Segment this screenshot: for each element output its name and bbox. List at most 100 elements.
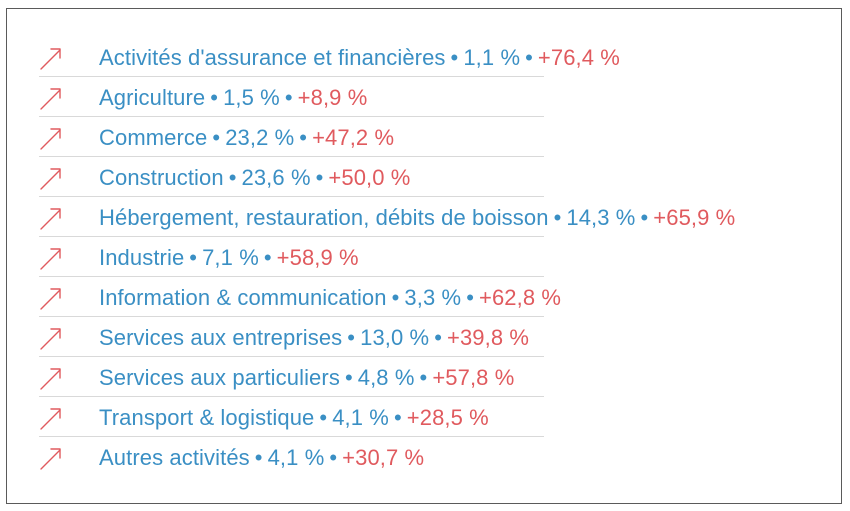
sector-growth: +8,9 % [297, 85, 368, 110]
list-item: Information & communication • 3,3 % • +62,8 … [33, 278, 850, 318]
list-item: Commerce • 23,2 % • +47,2 % [33, 118, 850, 158]
sector-entry: Autres activités • 4,1 % • +30,7 % [99, 445, 424, 471]
sector-name: Autres activités [99, 445, 250, 470]
trend-up-arrow-icon [39, 445, 63, 471]
sector-growth: +50,0 % [328, 165, 411, 190]
trend-up-arrow-icon [39, 85, 63, 111]
trend-up-arrow-icon [39, 325, 63, 351]
sector-name: Information & communication [99, 285, 387, 310]
trend-up-arrow-icon [39, 365, 63, 391]
sector-share: 4,1 % [267, 445, 325, 470]
sector-share: 3,3 % [404, 285, 462, 310]
separator: • [553, 205, 562, 230]
list-item: Services aux entreprises • 13,0 % • +39,8 % [33, 318, 850, 358]
separator: • [347, 325, 356, 350]
separator: • [299, 125, 308, 150]
sector-share: 4,1 % [332, 405, 389, 430]
sector-share: 13,0 % [360, 325, 430, 350]
trend-up-arrow-icon [39, 405, 63, 431]
separator: • [525, 45, 533, 70]
sector-list: Activités d'assurance et financières • 1,1… [33, 38, 850, 478]
divider [39, 436, 544, 437]
separator: • [315, 165, 324, 190]
separator: • [344, 365, 353, 390]
separator: • [319, 405, 328, 430]
sector-share: 23,2 % [225, 125, 295, 150]
sector-share: 14,3 % [566, 205, 636, 230]
sector-share: 1,5 % [223, 85, 280, 110]
sector-growth: +62,8 % [479, 285, 562, 310]
sector-entry: Agriculture • 1,5 % • +8,9 % [99, 85, 367, 111]
list-item: Activités d'assurance et financières • 1,1… [33, 38, 850, 78]
separator: • [419, 365, 428, 390]
list-item: Hébergement, restauration, débits de boi… [33, 198, 850, 238]
sector-name: Industrie [99, 245, 185, 270]
sector-share: 7,1 % [202, 245, 259, 270]
separator: • [434, 325, 443, 350]
divider [39, 196, 544, 197]
list-item: Services aux particuliers • 4,8 % • +57,8 % [33, 358, 850, 398]
trend-up-arrow-icon [39, 205, 63, 231]
sector-name: Construction [99, 165, 224, 190]
separator: • [189, 245, 198, 270]
sector-growth: +30,7 % [342, 445, 425, 470]
sector-growth: +57,8 % [432, 365, 515, 390]
sector-entry: Industrie • 7,1 % • +58,9 % [99, 245, 359, 271]
divider [39, 156, 544, 157]
separator: • [263, 245, 272, 270]
sector-entry: Hébergement, restauration, débits de boi… [99, 205, 735, 231]
sector-name: Transport & logistique [99, 405, 315, 430]
separator: • [640, 205, 649, 230]
sector-growth: +39,8 % [447, 325, 530, 350]
separator: • [210, 85, 219, 110]
separator: • [393, 405, 402, 430]
separator: • [466, 285, 474, 310]
sector-growth: +47,2 % [312, 125, 395, 150]
sector-entry: Transport & logistique • 4,1 % • +28,5 % [99, 405, 489, 431]
sector-entry: Information & communication • 3,3 % • +62,8 … [99, 285, 561, 311]
list-item: Agriculture • 1,5 % • +8,9 % [33, 78, 850, 118]
separator: • [391, 285, 400, 310]
list-item: Transport & logistique • 4,1 % • +28,5 % [33, 398, 850, 438]
divider [39, 356, 544, 357]
sector-entry: Construction • 23,6 % • +50,0 % [99, 165, 410, 191]
sector-growth: +28,5 % [406, 405, 489, 430]
trend-up-arrow-icon [39, 285, 63, 311]
sector-name: Services aux entreprises [99, 325, 343, 350]
sector-entry: Services aux particuliers • 4,8 % • +57,8 % [99, 365, 514, 391]
sector-growth: +58,9 % [276, 245, 359, 270]
trend-up-arrow-icon [39, 125, 63, 151]
separator: • [212, 125, 221, 150]
separator: • [254, 445, 263, 470]
separator: • [228, 165, 237, 190]
trend-up-arrow-icon [39, 45, 63, 71]
divider [39, 116, 544, 117]
divider [39, 396, 544, 397]
sector-name: Services aux particuliers [99, 365, 340, 390]
separator: • [284, 85, 293, 110]
separator: • [329, 445, 338, 470]
list-item: Construction • 23,6 % • +50,0 % [33, 158, 850, 198]
sector-share: 4,8 % [357, 365, 415, 390]
sector-name: Agriculture [99, 85, 206, 110]
list-item: Autres activités • 4,1 % • +30,7 % [33, 438, 850, 478]
sector-name: Hébergement, restauration, débits de boi… [99, 205, 549, 230]
sector-growth: +76,4 % [537, 45, 620, 70]
sector-growth: +65,9 % [653, 205, 736, 230]
sector-name: Commerce [99, 125, 208, 150]
sector-name: Activités d'assurance et financières [99, 45, 446, 70]
divider [39, 276, 544, 277]
divider [39, 316, 544, 317]
divider [39, 236, 544, 237]
content-frame: Activités d'assurance et financières • 1,1… [6, 8, 842, 504]
sector-share: 23,6 % [241, 165, 311, 190]
divider [39, 76, 544, 77]
sector-entry: Activités d'assurance et financières • 1,1… [99, 45, 620, 71]
sector-entry: Commerce • 23,2 % • +47,2 % [99, 125, 394, 151]
list-item: Industrie • 7,1 % • +58,9 % [33, 238, 850, 278]
trend-up-arrow-icon [39, 245, 63, 271]
separator: • [450, 45, 459, 70]
trend-up-arrow-icon [39, 165, 63, 191]
sector-entry: Services aux entreprises • 13,0 % • +39,8 % [99, 325, 529, 351]
sector-share: 1,1 % [463, 45, 521, 70]
